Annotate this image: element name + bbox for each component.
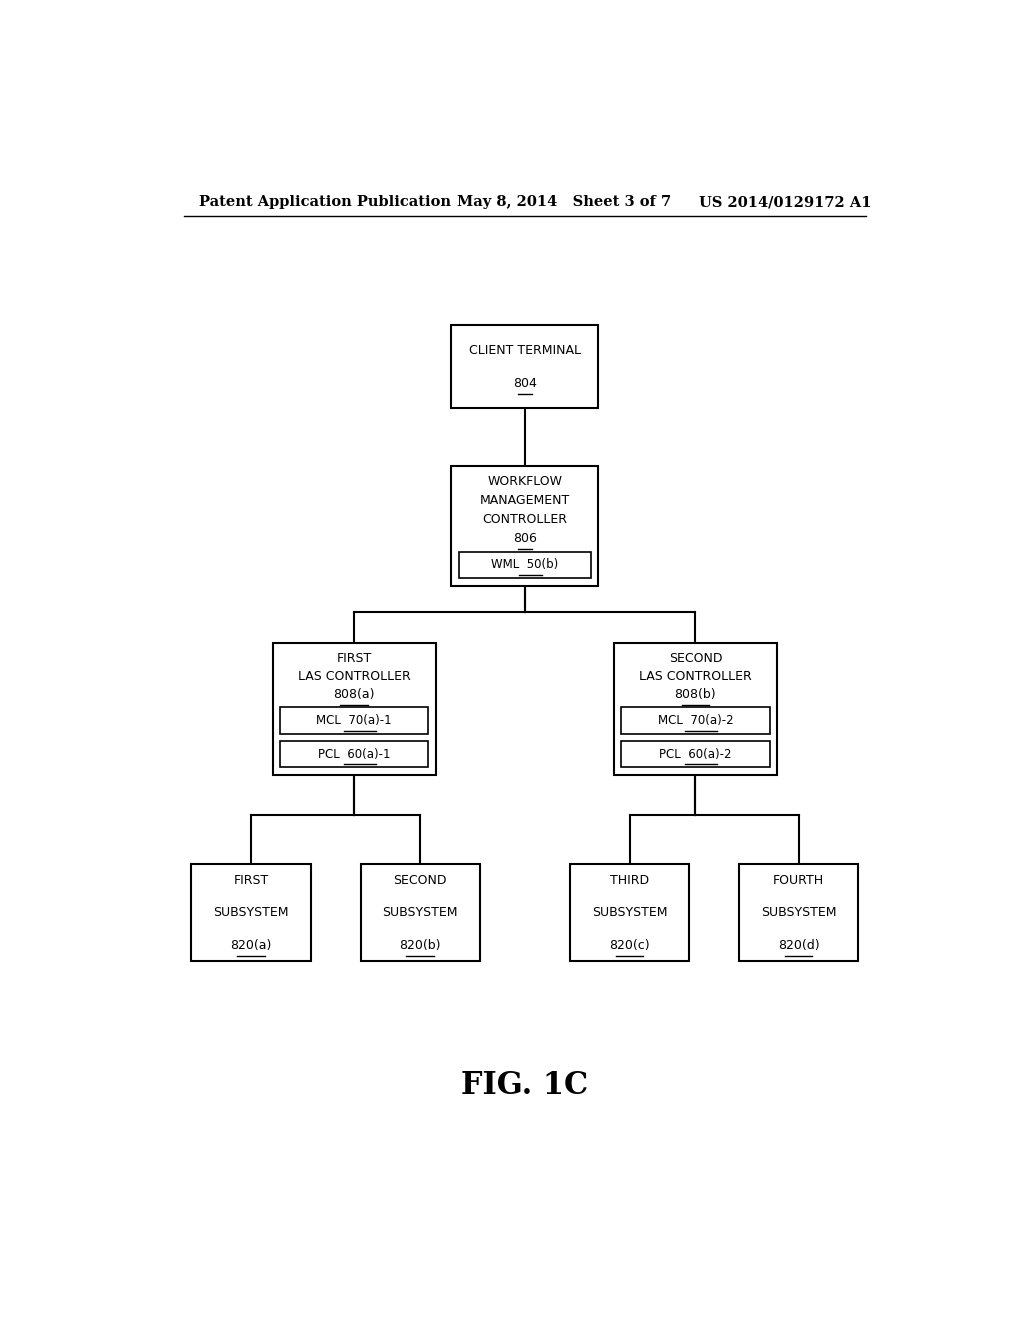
Text: 808(b): 808(b) xyxy=(675,688,716,701)
Text: MCL  70(a)-2: MCL 70(a)-2 xyxy=(657,714,733,727)
FancyBboxPatch shape xyxy=(272,643,435,775)
Text: FIRST: FIRST xyxy=(233,874,268,887)
Text: US 2014/0129172 A1: US 2014/0129172 A1 xyxy=(699,195,871,209)
Text: SUBSYSTEM: SUBSYSTEM xyxy=(761,906,837,919)
FancyBboxPatch shape xyxy=(622,708,770,734)
FancyBboxPatch shape xyxy=(622,741,770,767)
Text: FIG. 1C: FIG. 1C xyxy=(461,1069,589,1101)
Text: 820(b): 820(b) xyxy=(399,939,440,952)
Text: THIRD: THIRD xyxy=(610,874,649,887)
Text: Patent Application Publication: Patent Application Publication xyxy=(200,195,452,209)
Text: LAS CONTROLLER: LAS CONTROLLER xyxy=(298,669,411,682)
Text: May 8, 2014   Sheet 3 of 7: May 8, 2014 Sheet 3 of 7 xyxy=(458,195,672,209)
Text: WORKFLOW: WORKFLOW xyxy=(487,475,562,488)
Text: SUBSYSTEM: SUBSYSTEM xyxy=(213,906,289,919)
Text: SECOND: SECOND xyxy=(669,652,722,665)
FancyBboxPatch shape xyxy=(739,865,858,961)
Text: LAS CONTROLLER: LAS CONTROLLER xyxy=(639,669,752,682)
Text: FIRST: FIRST xyxy=(337,652,372,665)
Text: 820(d): 820(d) xyxy=(778,939,819,952)
Text: MANAGEMENT: MANAGEMENT xyxy=(479,494,570,507)
Text: 806: 806 xyxy=(513,532,537,545)
FancyBboxPatch shape xyxy=(570,865,689,961)
Text: CONTROLLER: CONTROLLER xyxy=(482,513,567,525)
Text: 804: 804 xyxy=(513,376,537,389)
Text: CLIENT TERMINAL: CLIENT TERMINAL xyxy=(469,345,581,356)
Text: 820(c): 820(c) xyxy=(609,939,650,952)
FancyBboxPatch shape xyxy=(360,865,479,961)
Text: SUBSYSTEM: SUBSYSTEM xyxy=(382,906,458,919)
Text: 808(a): 808(a) xyxy=(334,688,375,701)
FancyBboxPatch shape xyxy=(614,643,777,775)
FancyBboxPatch shape xyxy=(459,552,591,578)
FancyBboxPatch shape xyxy=(280,708,428,734)
Text: SECOND: SECOND xyxy=(393,874,446,887)
FancyBboxPatch shape xyxy=(191,865,310,961)
Text: MCL  70(a)-1: MCL 70(a)-1 xyxy=(316,714,392,727)
Text: PCL  60(a)-2: PCL 60(a)-2 xyxy=(659,747,732,760)
Text: SUBSYSTEM: SUBSYSTEM xyxy=(592,906,668,919)
FancyBboxPatch shape xyxy=(280,741,428,767)
FancyBboxPatch shape xyxy=(452,325,598,408)
FancyBboxPatch shape xyxy=(452,466,598,586)
Text: PCL  60(a)-1: PCL 60(a)-1 xyxy=(317,747,390,760)
Text: 820(a): 820(a) xyxy=(230,939,271,952)
Text: WML  50(b): WML 50(b) xyxy=(492,558,558,572)
Text: FOURTH: FOURTH xyxy=(773,874,824,887)
